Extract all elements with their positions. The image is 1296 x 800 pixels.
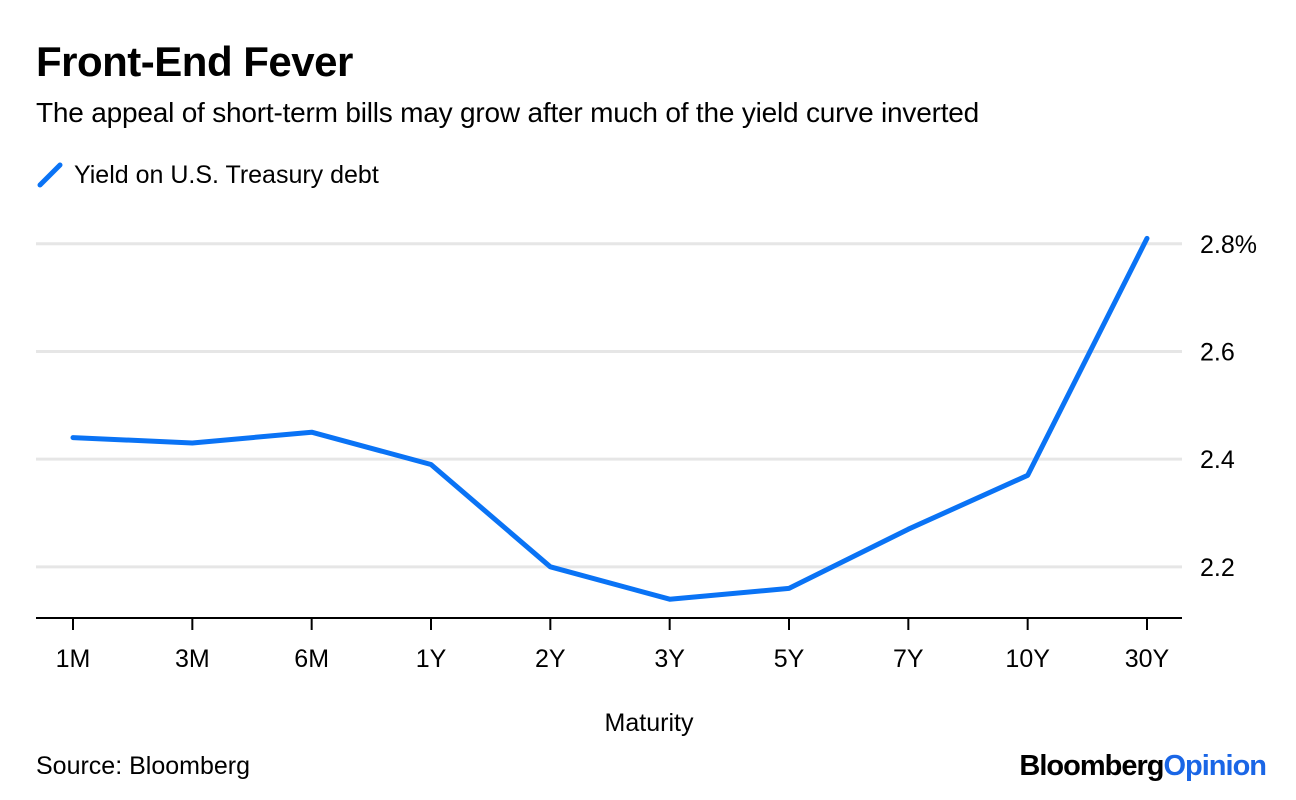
x-tick-label: 7Y xyxy=(893,645,924,673)
x-tick-label: 5Y xyxy=(774,645,805,673)
chart-title: Front-End Fever xyxy=(36,38,353,85)
y-tick-label: 2.2 xyxy=(1200,554,1235,582)
chart-subtitle: The appeal of short-term bills may grow … xyxy=(36,97,980,128)
x-tick-label: 6M xyxy=(294,645,329,673)
y-axis-tick-labels: 2.2 2.4 2.6 2.8% xyxy=(1200,231,1257,582)
series-line-yield xyxy=(70,235,1150,602)
x-tick-label: 3Y xyxy=(654,645,685,673)
legend-label: Yield on U.S. Treasury debt xyxy=(74,160,379,189)
legend-line-icon xyxy=(37,162,63,188)
legend: Yield on U.S. Treasury debt xyxy=(36,158,379,192)
y-tick-label: 2.8% xyxy=(1200,231,1257,259)
brand-logo-opinion: Opinion xyxy=(1163,750,1267,782)
series-layer xyxy=(70,235,1150,602)
source-note: Source: Bloomberg xyxy=(36,752,251,780)
brand-logo-bloomberg: Bloomberg xyxy=(1019,750,1164,782)
x-axis-ticks: 1M 3M 6M 1Y 2Y 3Y 5Y 7Y 10Y 30Y xyxy=(56,618,1170,673)
x-tick-label: 2Y xyxy=(535,645,566,673)
y-tick-label: 2.6 xyxy=(1200,338,1235,366)
gridlines xyxy=(36,242,1182,569)
x-axis-label: Maturity xyxy=(605,709,694,737)
x-tick-label: 1M xyxy=(56,645,91,673)
x-tick-label: 30Y xyxy=(1125,645,1170,673)
x-tick-label: 1Y xyxy=(416,645,447,673)
y-tick-label: 2.4 xyxy=(1200,446,1235,474)
brand-logo: BloombergOpinion xyxy=(1019,750,1267,783)
x-tick-label: 3M xyxy=(175,645,210,673)
x-tick-label: 10Y xyxy=(1005,645,1050,673)
line-chart: 2.2 2.4 2.6 2.8% 1M 3M 6M 1Y 2Y 3Y 5Y 7Y 10Y 30Y Mat… xyxy=(36,231,1257,737)
